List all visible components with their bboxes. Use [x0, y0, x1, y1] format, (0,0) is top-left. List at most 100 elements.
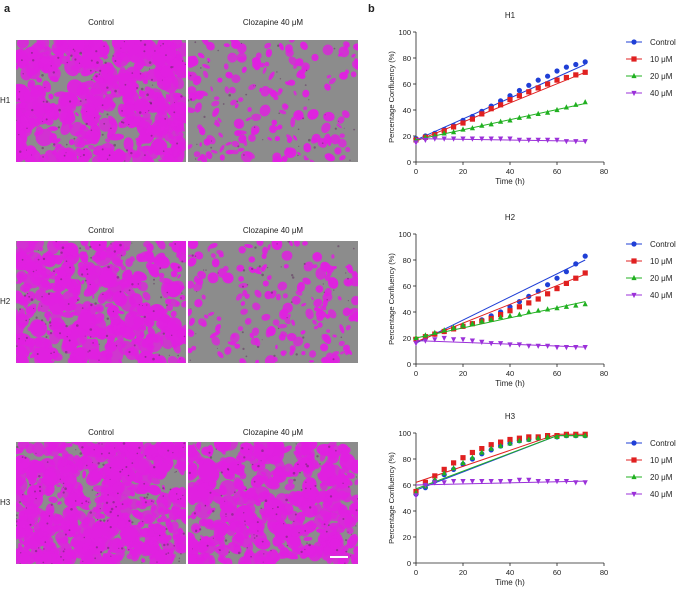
data-point — [573, 480, 579, 486]
data-point — [460, 126, 466, 132]
data-point — [554, 77, 560, 83]
legend-label: 20 μM — [650, 274, 673, 283]
data-point — [545, 81, 551, 87]
data-point — [545, 433, 551, 439]
data-point — [451, 465, 457, 471]
x-axis-label: Time (h) — [495, 177, 525, 186]
data-point — [488, 445, 494, 451]
row-label: H2 — [0, 297, 11, 306]
data-point — [498, 439, 504, 445]
data-point — [498, 442, 504, 449]
data-point — [535, 85, 541, 91]
data-point — [582, 432, 588, 438]
y-tick-label: 60 — [403, 80, 411, 89]
series-3 — [413, 335, 588, 351]
data-point — [582, 270, 588, 276]
data-point — [563, 64, 569, 70]
data-point — [516, 93, 522, 99]
data-point — [451, 479, 457, 485]
data-point — [573, 72, 579, 78]
legend-label: Control — [650, 240, 676, 249]
data-point — [545, 282, 551, 288]
legend-marker — [631, 258, 637, 264]
data-point — [516, 87, 522, 94]
data-point — [460, 479, 466, 485]
y-tick-label: 100 — [398, 429, 411, 438]
data-point — [460, 321, 466, 328]
data-point — [573, 61, 579, 68]
data-point — [507, 436, 513, 443]
y-tick-label: 0 — [407, 158, 411, 167]
y-tick-label: 0 — [407, 559, 411, 568]
data-point — [451, 129, 457, 135]
x-tick-label: 60 — [553, 568, 561, 577]
micrograph-control — [16, 241, 186, 363]
data-point — [526, 89, 532, 95]
x-tick-label: 20 — [459, 369, 467, 378]
data-point — [526, 300, 532, 306]
data-point — [451, 337, 457, 343]
data-point — [526, 137, 532, 143]
data-point — [582, 480, 588, 486]
data-point — [554, 137, 560, 143]
legend-label: 40 μM — [650, 89, 673, 98]
x-tick-label: 80 — [600, 369, 608, 378]
scale-bar — [330, 556, 348, 558]
data-point — [488, 442, 494, 448]
data-point — [441, 470, 447, 476]
data-point — [507, 479, 513, 485]
data-point — [545, 137, 551, 143]
data-point — [545, 479, 551, 485]
y-tick-label: 20 — [403, 334, 411, 343]
data-point — [526, 343, 532, 349]
y-axis-label: Percentage Confluency (%) — [387, 253, 396, 345]
y-tick-label: 60 — [403, 282, 411, 291]
x-tick-label: 60 — [553, 369, 561, 378]
data-point — [535, 137, 541, 143]
data-point — [535, 307, 541, 313]
legend-marker — [631, 39, 637, 45]
data-point — [479, 339, 485, 345]
data-point — [535, 479, 541, 485]
data-point — [469, 479, 475, 485]
data-point — [469, 449, 475, 456]
data-point — [432, 329, 438, 335]
data-point — [582, 345, 588, 351]
y-tick-label: 80 — [403, 455, 411, 464]
legend-marker — [631, 56, 637, 62]
data-point — [441, 130, 447, 136]
data-point — [422, 338, 428, 344]
data-point — [563, 269, 569, 275]
data-point — [498, 314, 504, 320]
data-point — [535, 343, 541, 349]
data-point — [535, 110, 541, 116]
x-axis-label: Time (h) — [495, 379, 525, 388]
col-label-control: Control — [88, 428, 114, 437]
x-tick-label: 20 — [459, 568, 467, 577]
data-point — [573, 432, 579, 438]
legend-label: 20 μM — [650, 473, 673, 482]
data-point — [526, 82, 532, 88]
x-tick-label: 40 — [506, 369, 514, 378]
col-label-clozapine: Clozapine 40 μM — [242, 18, 304, 27]
data-point — [507, 117, 513, 123]
data-point — [413, 341, 419, 347]
data-point — [573, 261, 579, 267]
data-point — [582, 253, 588, 259]
data-point — [535, 77, 541, 83]
data-point — [526, 308, 532, 315]
data-point — [451, 124, 457, 130]
data-point — [563, 432, 569, 438]
data-point — [507, 312, 513, 318]
data-point — [563, 303, 569, 309]
data-point — [507, 440, 513, 446]
chart-title: H2 — [505, 213, 516, 222]
data-point — [516, 304, 522, 310]
data-point — [498, 118, 504, 124]
y-tick-label: 40 — [403, 106, 411, 115]
data-point — [573, 139, 579, 145]
row-label: H1 — [0, 96, 11, 105]
data-point — [516, 437, 522, 443]
y-axis-label: Percentage Confluency (%) — [387, 51, 396, 143]
data-point — [479, 122, 485, 128]
